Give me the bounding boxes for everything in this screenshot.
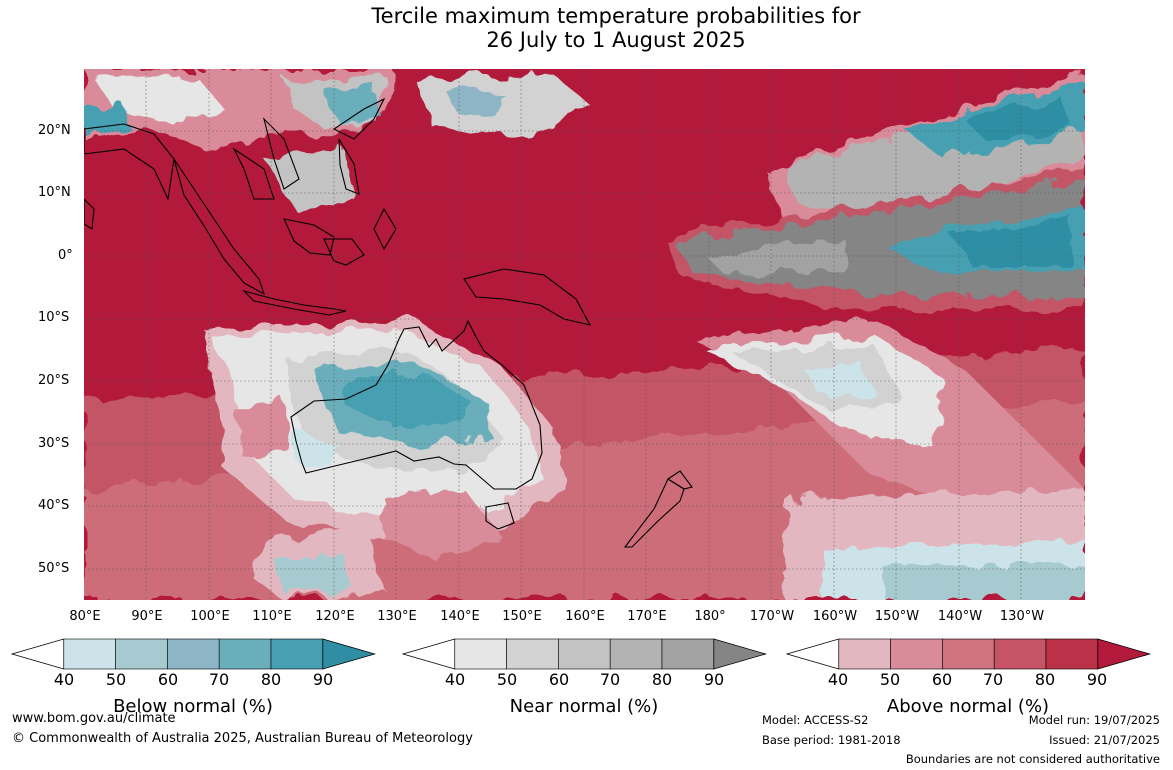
cb-title-near: Near normal (%): [509, 696, 659, 717]
map-title: Tercile maximum temperature probabilitie…: [0, 4, 1173, 52]
colorbar-segment: [167, 638, 220, 670]
lon-label: 150°W: [874, 609, 920, 624]
model-run-text: Model run: 19/07/2025: [1028, 713, 1160, 727]
lon-label: 170°E: [627, 609, 667, 624]
issued-text: Issued: 21/07/2025: [1049, 733, 1160, 747]
lat-label: 20°N: [38, 123, 71, 138]
lon-label: 140°E: [440, 609, 480, 624]
lat-label: 50°S: [38, 561, 70, 576]
colorbar-segment: [1045, 638, 1099, 670]
cb-tick: 90: [703, 670, 725, 689]
cb-tick: 60: [157, 670, 179, 689]
cb-tick: 50: [879, 670, 901, 689]
colorbar-segment: [454, 638, 507, 670]
colorbar-extend-high: [1097, 638, 1152, 670]
cb-tick: 80: [1034, 670, 1056, 689]
cb-tick: 70: [599, 670, 621, 689]
colorbar-extend-high: [322, 638, 377, 670]
lon-label: 90°E: [131, 609, 163, 624]
lat-label: 0°: [58, 248, 73, 263]
base-period-text: Base period: 1981-2018: [762, 733, 901, 747]
title-line-1: Tercile maximum temperature probabilitie…: [371, 4, 861, 28]
cb-tick: 40: [53, 670, 75, 689]
cb-title-below: Below normal (%): [113, 696, 273, 717]
lon-label: 120°E: [315, 609, 355, 624]
lon-label: 160°W: [812, 609, 858, 624]
cb-tick: 50: [496, 670, 518, 689]
disclaimer-text: Boundaries are not considered authoritat…: [905, 752, 1160, 766]
cb-tick: 40: [444, 670, 466, 689]
cb-tick: 90: [1086, 670, 1108, 689]
title-line-2: 26 July to 1 August 2025: [486, 28, 746, 52]
colorbar-extend-low: [786, 638, 840, 670]
cb-tick: 90: [312, 670, 334, 689]
colorbar-segment: [115, 638, 168, 670]
colorbar-segment: [609, 638, 663, 670]
lat-label: 30°S: [38, 436, 70, 451]
colorbar-segment: [506, 638, 559, 670]
copyright-text: © Commonwealth of Australia 2025, Austra…: [12, 731, 473, 746]
colorbar-segment: [558, 638, 611, 670]
colorbar-segment: [661, 638, 715, 670]
lat-label: 40°S: [38, 498, 70, 513]
lon-label: 130°E: [377, 609, 417, 624]
colorbar-segment: [218, 638, 272, 670]
lon-label: 130°W: [999, 609, 1045, 624]
colorbar-above-normal: [786, 638, 1152, 670]
colorbar-segment: [993, 638, 1047, 670]
colorbar-extend-low: [11, 638, 65, 670]
lat-label: 20°S: [38, 373, 70, 388]
colorbar-near-normal: [402, 638, 768, 670]
cb-tick: 80: [260, 670, 282, 689]
colorbar-extend-high: [713, 638, 768, 670]
cb-tick: 70: [982, 670, 1004, 689]
probability-map: [84, 69, 1085, 600]
lon-label: 100°E: [190, 609, 230, 624]
lon-label: 110°E: [252, 609, 292, 624]
cb-title-above: Above normal (%): [886, 696, 1050, 717]
coastlines: [84, 97, 693, 548]
colorbar-segment: [838, 638, 891, 670]
website-link[interactable]: www.bom.gov.au/climate: [12, 711, 176, 726]
colorbar-segment: [890, 638, 943, 670]
graticule: [84, 69, 1085, 600]
map-canvas: [84, 69, 1085, 600]
lat-label: 10°N: [38, 185, 71, 200]
cb-tick: 60: [548, 670, 570, 689]
lon-label: 150°E: [502, 609, 542, 624]
cb-tick: 80: [651, 670, 673, 689]
lon-label: 80°E: [69, 609, 101, 624]
colorbar-segment: [63, 638, 116, 670]
lon-label: 140°W: [937, 609, 983, 624]
colorbar-below-normal: [11, 638, 377, 670]
lon-label: 170°W: [749, 609, 795, 624]
cb-tick: 50: [105, 670, 127, 689]
lat-label: 10°S: [38, 310, 70, 325]
cb-tick: 60: [931, 670, 953, 689]
lon-label: 160°E: [565, 609, 605, 624]
cb-tick: 70: [208, 670, 230, 689]
colorbar-segment: [270, 638, 324, 670]
colorbar-extend-low: [402, 638, 456, 670]
model-text: Model: ACCESS-S2: [762, 713, 869, 727]
cb-tick: 40: [827, 670, 849, 689]
lon-label: 180°: [694, 609, 726, 624]
colorbar-segment: [942, 638, 995, 670]
